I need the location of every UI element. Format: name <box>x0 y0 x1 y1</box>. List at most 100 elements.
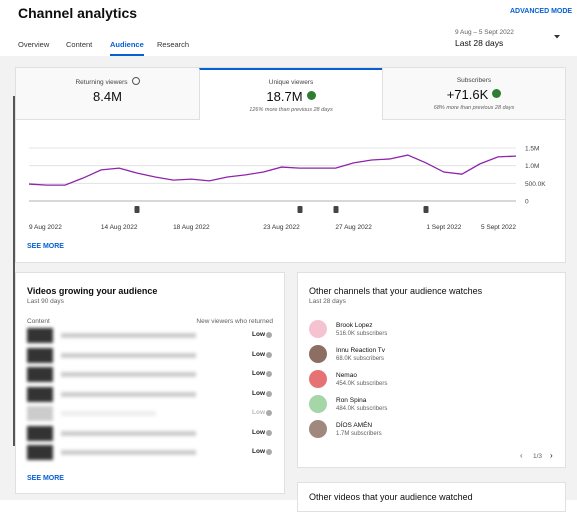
info-icon <box>266 371 272 377</box>
video-title-blurred <box>61 411 156 416</box>
y-tick-label: 0 <box>525 199 529 206</box>
page-title: Channel analytics <box>18 5 138 21</box>
x-tick-label: 14 Aug 2022 <box>101 224 138 231</box>
videos-watched-card: Other videos that your audience watched <box>297 482 566 512</box>
side-bar <box>13 96 15 446</box>
dropdown-arrow[interactable] <box>553 34 561 40</box>
tab[interactable]: Audience <box>110 40 144 49</box>
prev-page[interactable]: ‹ <box>520 451 523 460</box>
channel-avatar[interactable] <box>309 395 327 413</box>
info-icon <box>266 410 272 416</box>
metric-tab[interactable]: Returning viewers 8.4M <box>16 68 199 120</box>
column-header: Content <box>27 318 50 325</box>
see-more[interactable]: SEE MORE <box>27 475 64 482</box>
video-publish-icon <box>134 206 140 213</box>
data-line <box>28 154 517 186</box>
level: Low <box>252 350 265 358</box>
level: Low <box>252 370 265 377</box>
metric-tab[interactable]: Subscribers +71.6K 68% more than previous … <box>382 68 565 120</box>
tab-indicator <box>110 54 144 56</box>
overview-card: Returning viewers 8.4M Unique viewers 18.7M… <box>15 67 566 263</box>
channel-avatar[interactable] <box>309 420 327 438</box>
channel-subscribers: 484.0K subscribers <box>336 406 388 412</box>
tab[interactable]: Overview <box>18 40 50 49</box>
channel-avatar[interactable] <box>309 370 327 388</box>
metric-tab[interactable]: Unique viewers 18.7M 126% more than previo… <box>199 68 382 120</box>
video-title-blurred <box>61 333 196 338</box>
video-title-blurred <box>61 352 196 358</box>
video-thumbnail <box>27 386 53 402</box>
next-page[interactable]: › <box>550 451 553 460</box>
x-tick-label: 9 Aug 2022 <box>29 224 62 231</box>
level: Low <box>252 428 265 436</box>
period[interactable]: Last 28 days <box>455 38 504 48</box>
metric-note: 68% more than previous 28 days <box>433 105 515 111</box>
channel-name[interactable]: Nemao <box>336 372 357 379</box>
page-indicator: 1/3 <box>533 453 543 460</box>
date-range[interactable]: 9 Aug – 5 Sept 2022 <box>455 29 514 36</box>
info-icon <box>266 390 272 397</box>
metric-value: +71.6K <box>383 87 565 102</box>
video-publish-icon <box>423 206 429 213</box>
video-title-blurred <box>61 391 196 397</box>
metric-label: Returning viewers <box>16 77 199 86</box>
info-icon <box>266 449 272 455</box>
y-tick-label: 1.0M <box>525 163 539 170</box>
card-title: Videos growing your audience <box>27 286 158 296</box>
card-subtitle: Last 28 days <box>309 298 346 305</box>
advanced-mode-button[interactable]: ADVANCED MODE <box>510 8 573 15</box>
x-tick-label: 23 Aug 2022 <box>263 224 300 231</box>
video-publish-icon <box>297 206 303 213</box>
channel-avatar[interactable] <box>309 320 327 338</box>
video-title-blurred <box>61 430 196 436</box>
videos-card: Videos growing your audience Last 90 day… <box>15 272 285 494</box>
see-more[interactable]: SEE MORE <box>27 243 64 250</box>
trend-up-icon <box>306 91 316 100</box>
channel-subscribers: 1.7M subscribers <box>336 431 382 437</box>
info-icon <box>266 351 272 358</box>
x-tick-label: 1 Sept 2022 <box>426 224 461 231</box>
video-thumbnail <box>27 367 53 382</box>
y-tick-label: 1.5M <box>525 146 539 153</box>
video-title-blurred <box>61 372 196 377</box>
video-thumbnail <box>27 425 53 441</box>
metric-value: 8.4M <box>93 89 122 104</box>
metric-label: Subscribers <box>456 77 492 84</box>
level: Low <box>252 448 265 455</box>
chart: 0 500.0K 1.0M 1.5M 9 Aug 2022 14 Aug 2022 18 A… <box>28 146 546 231</box>
channel-subscribers: 454.0K subscribers <box>336 381 388 387</box>
channel-name[interactable]: Innu Reaction Tv <box>336 347 386 354</box>
y-tick-label: 500.0K <box>525 181 546 188</box>
video-title-blurred <box>61 450 196 455</box>
metric-value: 18.7M <box>200 89 382 104</box>
channel-name[interactable]: Brook Lopez <box>336 322 373 329</box>
video-thumbnail <box>27 406 53 421</box>
channel-subscribers: 68.0K subscribers <box>336 356 385 362</box>
level: Low <box>252 331 265 338</box>
page: Channel analytics ADVANCED MODE Overview… <box>0 5 577 512</box>
video-thumbnail <box>27 445 53 460</box>
channel-name[interactable]: DÍOS AMÉN <box>336 422 373 429</box>
info-icon <box>266 429 272 436</box>
tab[interactable]: Research <box>157 40 190 49</box>
video-thumbnail <box>27 347 53 363</box>
x-tick-label: 5 Sept 2022 <box>481 224 516 231</box>
column-header: New viewers who returned <box>196 318 273 325</box>
video-publish-icon <box>333 206 339 213</box>
trend-up-icon <box>492 89 502 98</box>
tab[interactable]: Content <box>66 40 93 49</box>
level: Low <box>252 389 265 397</box>
metric-label: Unique viewers <box>268 79 314 86</box>
card-title: Other channels that your audience watche… <box>309 286 483 296</box>
channel-avatar[interactable] <box>309 345 327 363</box>
level: Low <box>252 409 265 416</box>
channels-card: Other channels that your audience watche… <box>297 272 566 468</box>
channel-subscribers: 516.0K subscribers <box>336 331 388 337</box>
card-title: Other videos that your audience watched <box>309 492 473 502</box>
card-subtitle: Last 90 days <box>27 298 64 305</box>
x-tick-label: 18 Aug 2022 <box>173 224 210 231</box>
info-icon <box>131 77 140 85</box>
video-thumbnail <box>27 328 53 343</box>
channel-name[interactable]: Ron Spina <box>336 397 367 404</box>
info-icon <box>266 332 272 338</box>
